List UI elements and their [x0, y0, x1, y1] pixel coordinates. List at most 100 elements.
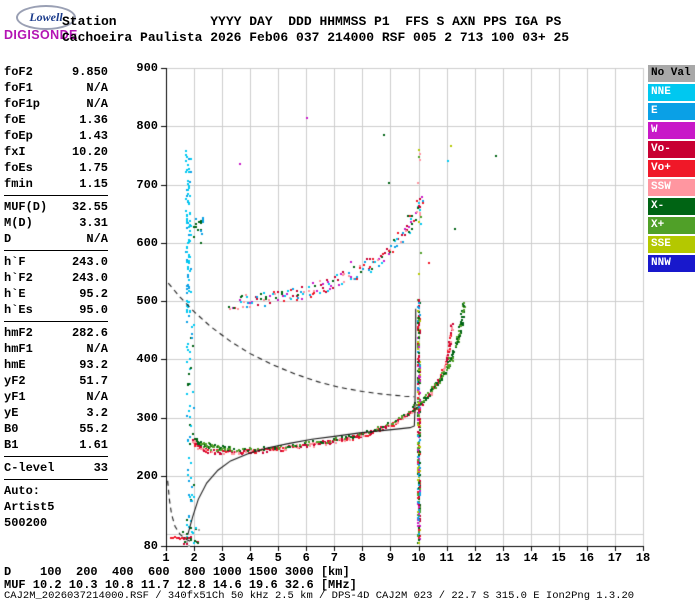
- param-row: h`F 243.0: [4, 254, 108, 270]
- x-axis-label: 3: [218, 551, 226, 565]
- param-label: foF1p: [4, 97, 41, 111]
- x-axis-label: 18: [635, 551, 651, 565]
- legend-item-nnw: NNW: [648, 255, 695, 272]
- param-row: MUF(D) 32.55: [4, 199, 108, 215]
- param-row: M(D) 3.31: [4, 215, 108, 231]
- param-row: yF1 N/A: [4, 389, 108, 405]
- param-row: 500200: [4, 515, 108, 531]
- param-label: MUF(D): [4, 200, 48, 214]
- param-row: hmF1 N/A: [4, 341, 108, 357]
- param-label: Artist5: [4, 500, 55, 514]
- param-row: h`E 95.2: [4, 286, 108, 302]
- param-label: hmF2: [4, 326, 33, 340]
- echo-direction-legend: No Val NNE E W Vo- Vo+ SSW X- X+ SSE NNW: [648, 65, 695, 274]
- param-label: hmF1: [4, 342, 33, 356]
- param-value: 10.20: [71, 145, 108, 159]
- param-value: 3.31: [79, 216, 108, 230]
- param-row: C-level 33: [4, 460, 108, 476]
- param-label: foEs: [4, 161, 33, 175]
- param-value: 1.75: [79, 161, 108, 175]
- param-label: foEp: [4, 129, 33, 143]
- x-axis-label: 1: [162, 551, 170, 565]
- header-columns-line: Station YYYY DAY DDD HHMMSS P1 FFS S AXN…: [62, 14, 562, 29]
- lowell-logo-text: Lowell: [29, 10, 63, 24]
- x-axis-label: 11: [439, 551, 454, 565]
- x-axis-label: 9: [386, 551, 395, 565]
- param-label: fxI: [4, 145, 26, 159]
- lowell-logo-oval: Lowell: [16, 5, 76, 30]
- param-separator: [4, 250, 108, 251]
- param-label: D: [4, 232, 12, 246]
- param-label: B0: [4, 422, 19, 436]
- file-info-line: CAJ2M_2026037214000.RSF / 340fx51Ch 50 k…: [4, 590, 635, 600]
- x-axis-label: 15: [551, 551, 567, 565]
- param-row: fmin 1.15: [4, 176, 108, 192]
- y-axis-label: 300: [136, 410, 158, 425]
- x-axis-label: 8: [358, 551, 366, 565]
- y-axis-label: 700: [136, 177, 158, 192]
- legend-item-sse: SSE: [648, 236, 695, 253]
- param-label: h`Es: [4, 303, 33, 317]
- distance-row: D 100 200 400 600 800 1000 1500 3000 [km…: [4, 565, 350, 579]
- param-value: N/A: [86, 390, 108, 404]
- param-value: 243.0: [71, 255, 108, 269]
- x-axis-label: 14: [523, 551, 538, 565]
- param-value: 9.850: [71, 65, 108, 79]
- header-values-line: Cachoeira Paulista 2026 Feb06 037 214000…: [62, 30, 570, 45]
- param-label: yE: [4, 406, 19, 420]
- y-axis-label: 200: [136, 469, 158, 484]
- param-label: h`F2: [4, 271, 33, 285]
- param-value: 95.2: [79, 287, 108, 301]
- param-label: 500200: [4, 516, 48, 530]
- param-label: B1: [4, 438, 19, 452]
- param-row: foEp 1.43: [4, 128, 108, 144]
- legend-item-nne: NNE: [648, 84, 695, 101]
- param-label: h`F: [4, 255, 26, 269]
- param-row: h`Es 95.0: [4, 302, 108, 318]
- param-value: 51.7: [79, 374, 108, 388]
- param-label: hmE: [4, 358, 26, 372]
- y-axis-label: 500: [136, 294, 158, 309]
- param-label: M(D): [4, 216, 33, 230]
- digisonde-logo-text: DIGISONDE: [4, 28, 78, 42]
- legend-item-no-val: No Val: [648, 65, 695, 82]
- legend-item-w: W: [648, 122, 695, 139]
- x-axis-label: 2: [190, 551, 198, 565]
- parameter-panel: foF2 9.850 foF1 N/A foF1p N/A foE 1.36 foEp 1.43 f…: [4, 64, 108, 531]
- param-row: foF2 9.850: [4, 64, 108, 80]
- legend-item-vo+: Vo+: [648, 160, 695, 177]
- y-axis-label: 800: [136, 119, 158, 134]
- param-separator: [4, 195, 108, 196]
- lowell-digisonde-logo: Lowell DIGISONDE: [4, 3, 92, 47]
- x-axis-label: 4: [246, 551, 254, 565]
- param-value: 1.15: [79, 177, 108, 191]
- param-label: C-level: [4, 461, 55, 475]
- x-axis-label: 13: [495, 551, 510, 565]
- param-row: fxI 10.20: [4, 144, 108, 160]
- y-axis-label: 400: [136, 352, 158, 367]
- muf-row: MUF 10.2 10.3 10.8 11.7 12.8 14.6 19.6 3…: [4, 578, 357, 592]
- param-row: yE 3.2: [4, 405, 108, 421]
- param-label: foF1: [4, 81, 33, 95]
- param-row: B0 55.2: [4, 421, 108, 437]
- y-axis-label: 80: [143, 539, 158, 553]
- param-value: 1.36: [79, 113, 108, 127]
- x-axis-label: 10: [411, 551, 426, 565]
- param-separator: [4, 456, 108, 457]
- x-axis-label: 5: [274, 551, 282, 565]
- station-header: Station YYYY DAY DDD HHMMSS P1 FFS S AXN…: [62, 14, 569, 46]
- param-value: N/A: [86, 97, 108, 111]
- param-row: foF1 N/A: [4, 80, 108, 96]
- param-row: D N/A: [4, 231, 108, 247]
- y-axis-label: 600: [136, 235, 158, 250]
- param-value: 32.55: [71, 200, 108, 214]
- ionogram-plot: [160, 66, 646, 552]
- x-axis-label: 17: [607, 551, 623, 565]
- param-separator: [4, 479, 108, 480]
- param-row: foEs 1.75: [4, 160, 108, 176]
- param-row: h`F2 243.0: [4, 270, 108, 286]
- y-axis-label: 900: [136, 61, 158, 75]
- x-axis-label: 16: [579, 551, 595, 565]
- param-row: foE 1.36: [4, 112, 108, 128]
